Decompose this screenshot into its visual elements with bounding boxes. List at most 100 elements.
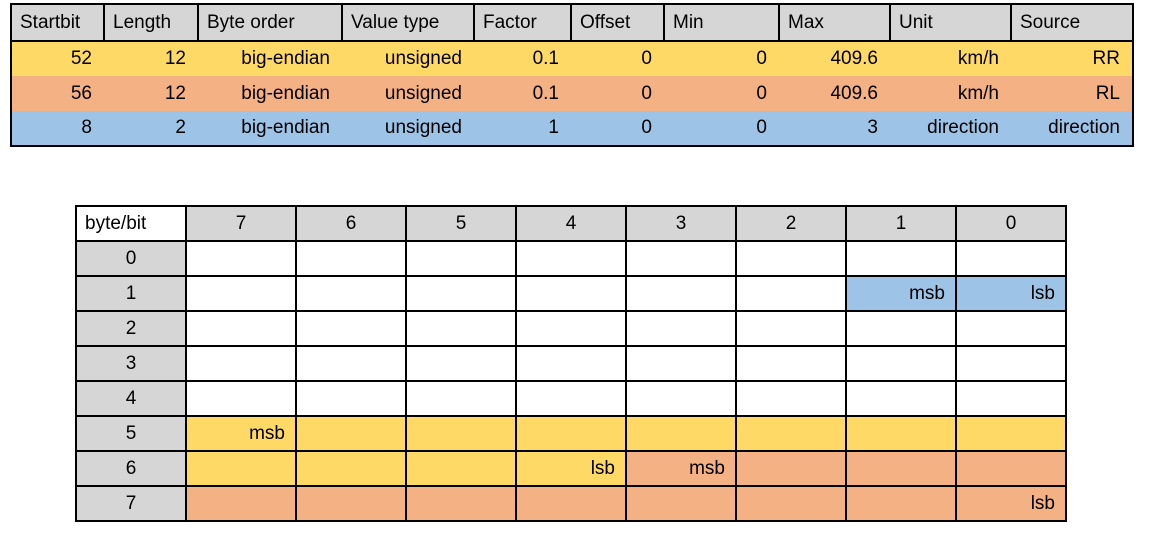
signal-cell-direction-value-type: unsigned: [384, 117, 462, 138]
bit-cell-byte7-bit3: [625, 485, 737, 522]
signal-cell-direction-startbit: 8: [81, 117, 92, 138]
signal-cell-rr-min: 0: [756, 48, 767, 69]
bit-cell-byte0-bit2: [735, 240, 847, 277]
signal-cell-rl-max: 409.6: [830, 82, 878, 104]
bit-cell-byte4-bit0: [955, 380, 1067, 417]
bit-cell-byte7-bit0: lsb: [955, 485, 1067, 522]
bit-col-header-1: 1: [845, 205, 957, 242]
bit-cell-byte6-bit4: lsb: [515, 450, 627, 487]
bit-cell-byte5-bit1: [845, 415, 957, 452]
signal-definition-table: Startbit Length Byte order Value type Factor…: [10, 3, 1134, 147]
bit-cell-byte5-bit3: [625, 415, 737, 452]
bit-col-header-7: 7: [185, 205, 297, 242]
bit-cell-byte7-bit2: [735, 485, 847, 522]
byte-row-7: 7 lsb: [75, 485, 1067, 522]
bit-cell-byte2-bit5: [405, 310, 517, 347]
bit-cell-byte2-bit4: [515, 310, 627, 347]
bit-cell-byte0-bit5: [405, 240, 517, 277]
signal-cell-rl-source: RL: [1095, 82, 1120, 104]
signal-cell-direction-min: 0: [756, 117, 767, 138]
bit-cell-byte4-bit5: [405, 380, 517, 417]
signal-cell-rr-source: RR: [1092, 48, 1120, 69]
bit-cell-byte0-bit0: [955, 240, 1067, 277]
bit-cell-byte1-bit6: [295, 275, 407, 312]
bit-cell-byte1-bit1: msb: [845, 275, 957, 312]
bit-cell-byte3-bit4: [515, 345, 627, 382]
signal-col-header-offset: Offset: [570, 3, 665, 42]
signal-cell-direction-offset: 0: [641, 117, 652, 138]
signal-col-header-startbit: Startbit: [10, 3, 105, 42]
bit-col-header-4: 4: [515, 205, 627, 242]
bit-cell-byte3-bit7: [185, 345, 297, 382]
byte-bit-corner-label: byte/bit: [75, 205, 187, 242]
byte-row-header-5: 5: [75, 415, 187, 452]
bit-cell-byte5-bit6: [295, 415, 407, 452]
bit-cell-byte0-bit6: [295, 240, 407, 277]
byte-row-header-4: 4: [75, 380, 187, 417]
bit-cell-byte7-bit5: [405, 485, 517, 522]
bit-cell-byte5-bit5: [405, 415, 517, 452]
bit-cell-byte5-bit7: msb: [185, 415, 297, 452]
bit-cell-byte1-bit5: [405, 275, 517, 312]
bit-cell-byte4-bit1: [845, 380, 957, 417]
signal-row-rr: 52 12 big-endian unsigned 0.1 0 0 409.6 km/h RR: [11, 41, 1133, 76]
bit-cell-byte7-bit6: [295, 485, 407, 522]
bit-cell-byte1-bit0: lsb: [955, 275, 1067, 312]
bit-cell-byte7-bit1: [845, 485, 957, 522]
byte-row-4: 4: [75, 380, 1067, 417]
byte-row-header-2: 2: [75, 310, 187, 347]
signal-col-header-min: Min: [663, 3, 780, 42]
signal-col-header-value-type: Value type: [341, 3, 475, 42]
bit-cell-byte7-bit7: [185, 485, 297, 522]
bit-cell-byte6-bit0: [955, 450, 1067, 487]
bit-cell-byte6-bit2: [735, 450, 847, 487]
bit-cell-byte6-bit7: [185, 450, 297, 487]
bit-cell-byte0-bit1: [845, 240, 957, 277]
signal-row-direction: 8 2 big-endian unsigned 1 0 0 3 direction directi…: [11, 111, 1133, 146]
bit-col-header-3: 3: [625, 205, 737, 242]
bit-cell-byte3-bit1: [845, 345, 957, 382]
signal-col-header-factor: Factor: [473, 3, 572, 42]
bit-cell-byte2-bit0: [955, 310, 1067, 347]
bit-cell-byte3-bit2: [735, 345, 847, 382]
bit-cell-byte0-bit4: [515, 240, 627, 277]
bit-cell-byte2-bit6: [295, 310, 407, 347]
signal-cell-rr-factor: 0.1: [532, 48, 559, 69]
bit-cell-byte3-bit6: [295, 345, 407, 382]
bit-col-header-2: 2: [735, 205, 847, 242]
bit-cell-byte1-bit3: [625, 275, 737, 312]
signal-cell-rr-offset: 0: [641, 48, 652, 69]
signal-header-row: Startbit Length Byte order Value type Factor…: [10, 3, 1134, 42]
bit-cell-byte2-bit1: [845, 310, 957, 347]
signal-cell-rl-factor: 0.1: [532, 82, 559, 104]
byte-row-0: 0: [75, 240, 1067, 277]
bit-cell-byte2-bit7: [185, 310, 297, 347]
byte-row-header-7: 7: [75, 485, 187, 522]
signal-col-header-length: Length: [103, 3, 199, 42]
signal-cell-rl-value-type: unsigned: [384, 82, 462, 104]
signal-col-header-source: Source: [1010, 3, 1134, 42]
signal-cell-direction-byte-order: big-endian: [241, 117, 330, 138]
bit-cell-byte4-bit4: [515, 380, 627, 417]
signal-cell-rr-unit: km/h: [957, 48, 999, 69]
bit-cell-byte1-bit7: [185, 275, 297, 312]
bit-cell-byte4-bit2: [735, 380, 847, 417]
bit-cell-byte0-bit3: [625, 240, 737, 277]
signal-cell-rl-byte-order: big-endian: [241, 82, 330, 104]
byte-row-header-6: 6: [75, 450, 187, 487]
bit-cell-byte4-bit7: [185, 380, 297, 417]
signal-cell-rr-byte-order: big-endian: [241, 48, 330, 69]
signal-cell-direction-source: direction: [1048, 117, 1120, 138]
bit-cell-byte7-bit4: [515, 485, 627, 522]
signal-cell-direction-factor: 1: [548, 117, 559, 138]
signal-cell-rl-min: 0: [756, 82, 767, 104]
byte-row-2: 2: [75, 310, 1067, 347]
bit-cell-byte5-bit2: [735, 415, 847, 452]
bit-cell-byte4-bit6: [295, 380, 407, 417]
byte-row-5: 5 msb: [75, 415, 1067, 452]
bit-cell-byte6-bit3: msb: [625, 450, 737, 487]
signal-cell-rl-length: 12: [164, 82, 186, 104]
signal-cell-rl-offset: 0: [641, 82, 652, 104]
bit-cell-byte4-bit3: [625, 380, 737, 417]
